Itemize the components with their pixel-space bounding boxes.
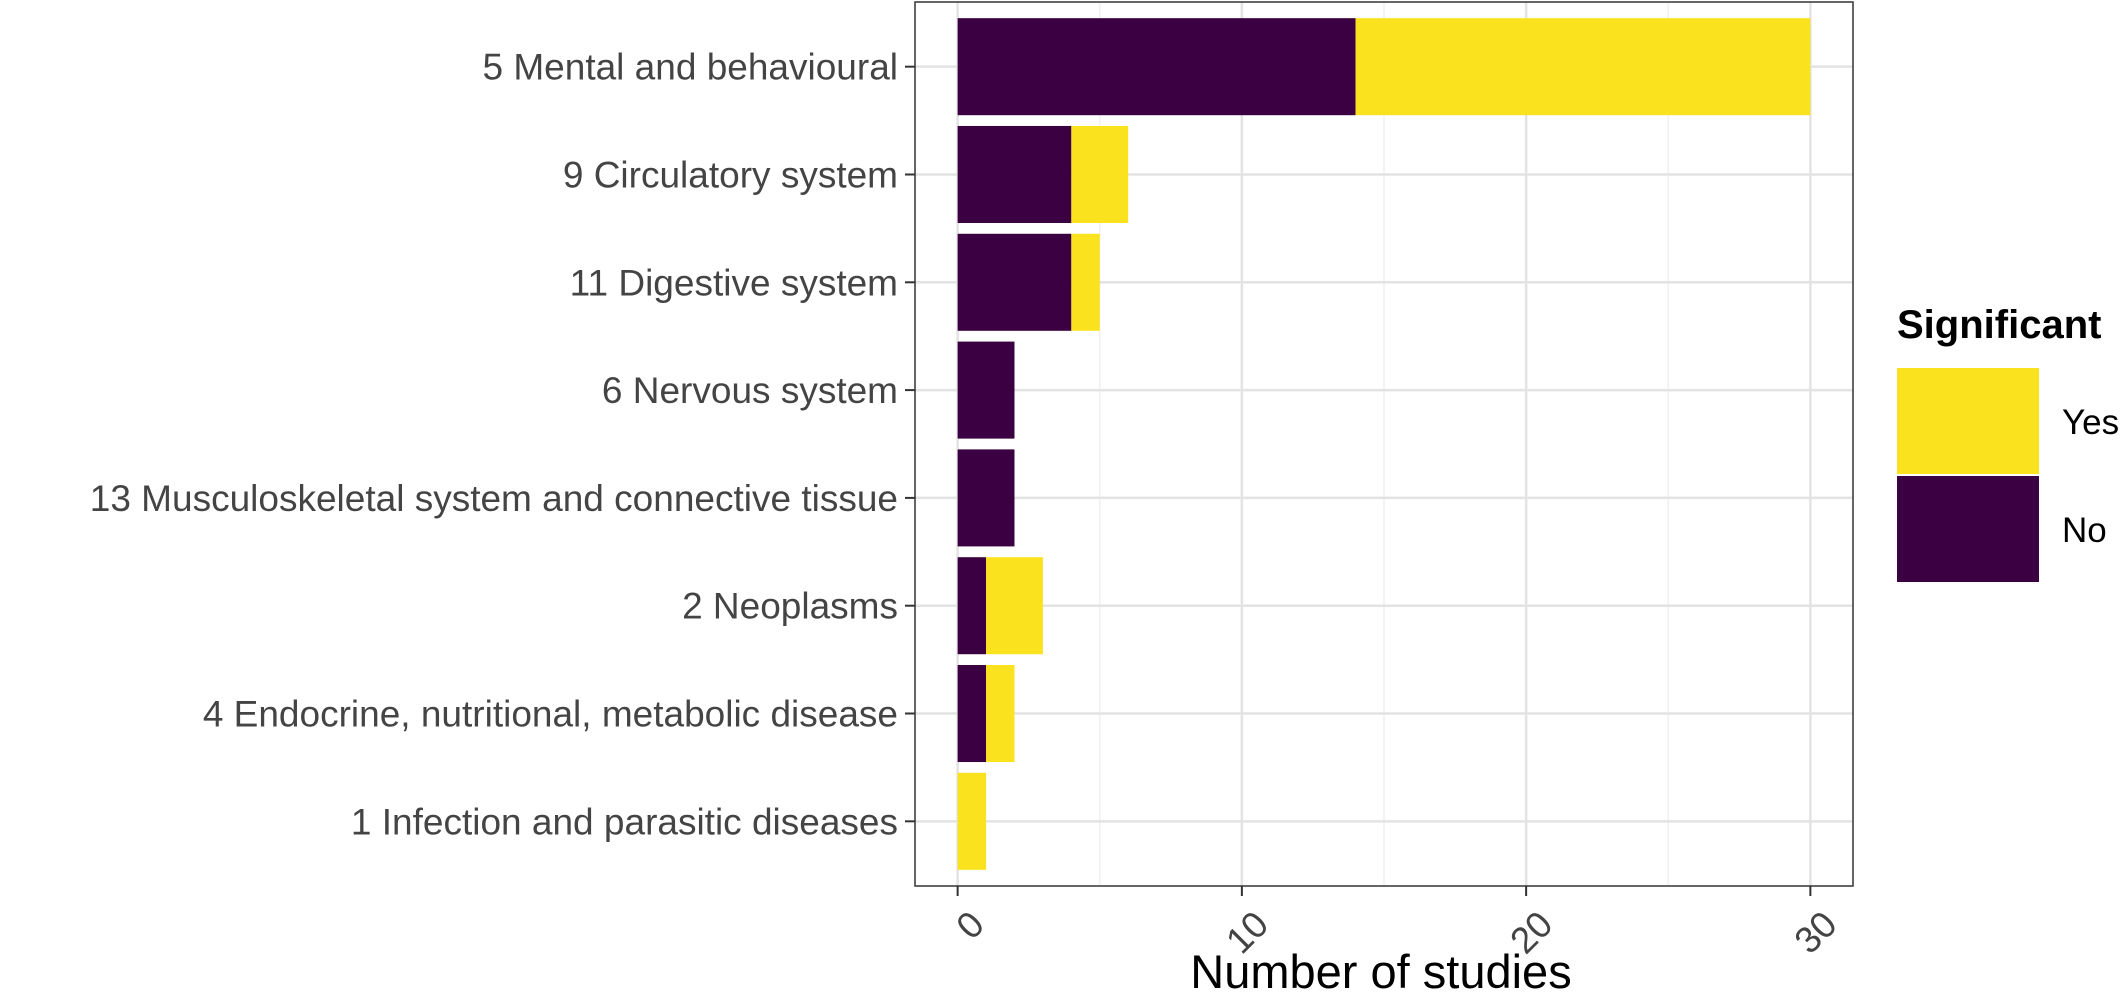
legend-label-yes: Yes xyxy=(2062,403,2119,442)
bar-segment-no xyxy=(957,557,987,655)
bar-segment-yes xyxy=(1071,125,1129,223)
bar-segment-no xyxy=(957,341,1015,439)
x-tick-label: 30 xyxy=(1787,903,1845,961)
legend: Significant Yes No xyxy=(1897,303,2119,582)
y-tick-label: 5 Mental and behavioural xyxy=(482,47,898,88)
bar-segment-no xyxy=(957,18,1356,116)
x-tick-label: 0 xyxy=(948,903,992,947)
bar-segment-yes xyxy=(986,557,1043,655)
bar-segment-yes xyxy=(1071,233,1100,331)
y-tick-label: 1 Infection and parasitic diseases xyxy=(351,801,898,842)
x-axis-title: Number of studies xyxy=(1190,945,1571,998)
bar-segment-no xyxy=(957,449,1015,547)
y-tick-label: 11 Digestive system xyxy=(570,262,898,303)
grid-lines xyxy=(915,2,1853,886)
legend-key-yes xyxy=(1897,368,2039,474)
bar-segment-no xyxy=(957,233,1072,331)
y-axis: 5 Mental and behavioural 9 Circulatory sy… xyxy=(90,47,915,842)
bar-segment-yes xyxy=(1355,18,1811,116)
legend-title: Significant xyxy=(1897,303,2101,347)
bar-segment-no xyxy=(957,125,1072,223)
y-tick-label: 4 Endocrine, nutritional, metabolic dise… xyxy=(203,694,898,735)
bars xyxy=(957,18,1811,870)
bar-segment-no xyxy=(957,665,987,763)
bar-segment-yes xyxy=(957,772,987,870)
y-tick-label: 13 Musculoskeletal system and connective… xyxy=(90,478,898,519)
plot-panel-border xyxy=(914,1,1854,887)
y-tick-label: 2 Neoplasms xyxy=(682,586,898,627)
legend-label-no: No xyxy=(2062,511,2107,550)
y-tick-label: 6 Nervous system xyxy=(602,370,898,411)
bar-segment-yes xyxy=(986,665,1015,763)
legend-key-no xyxy=(1897,476,2039,582)
y-tick-label: 9 Circulatory system xyxy=(563,154,898,195)
